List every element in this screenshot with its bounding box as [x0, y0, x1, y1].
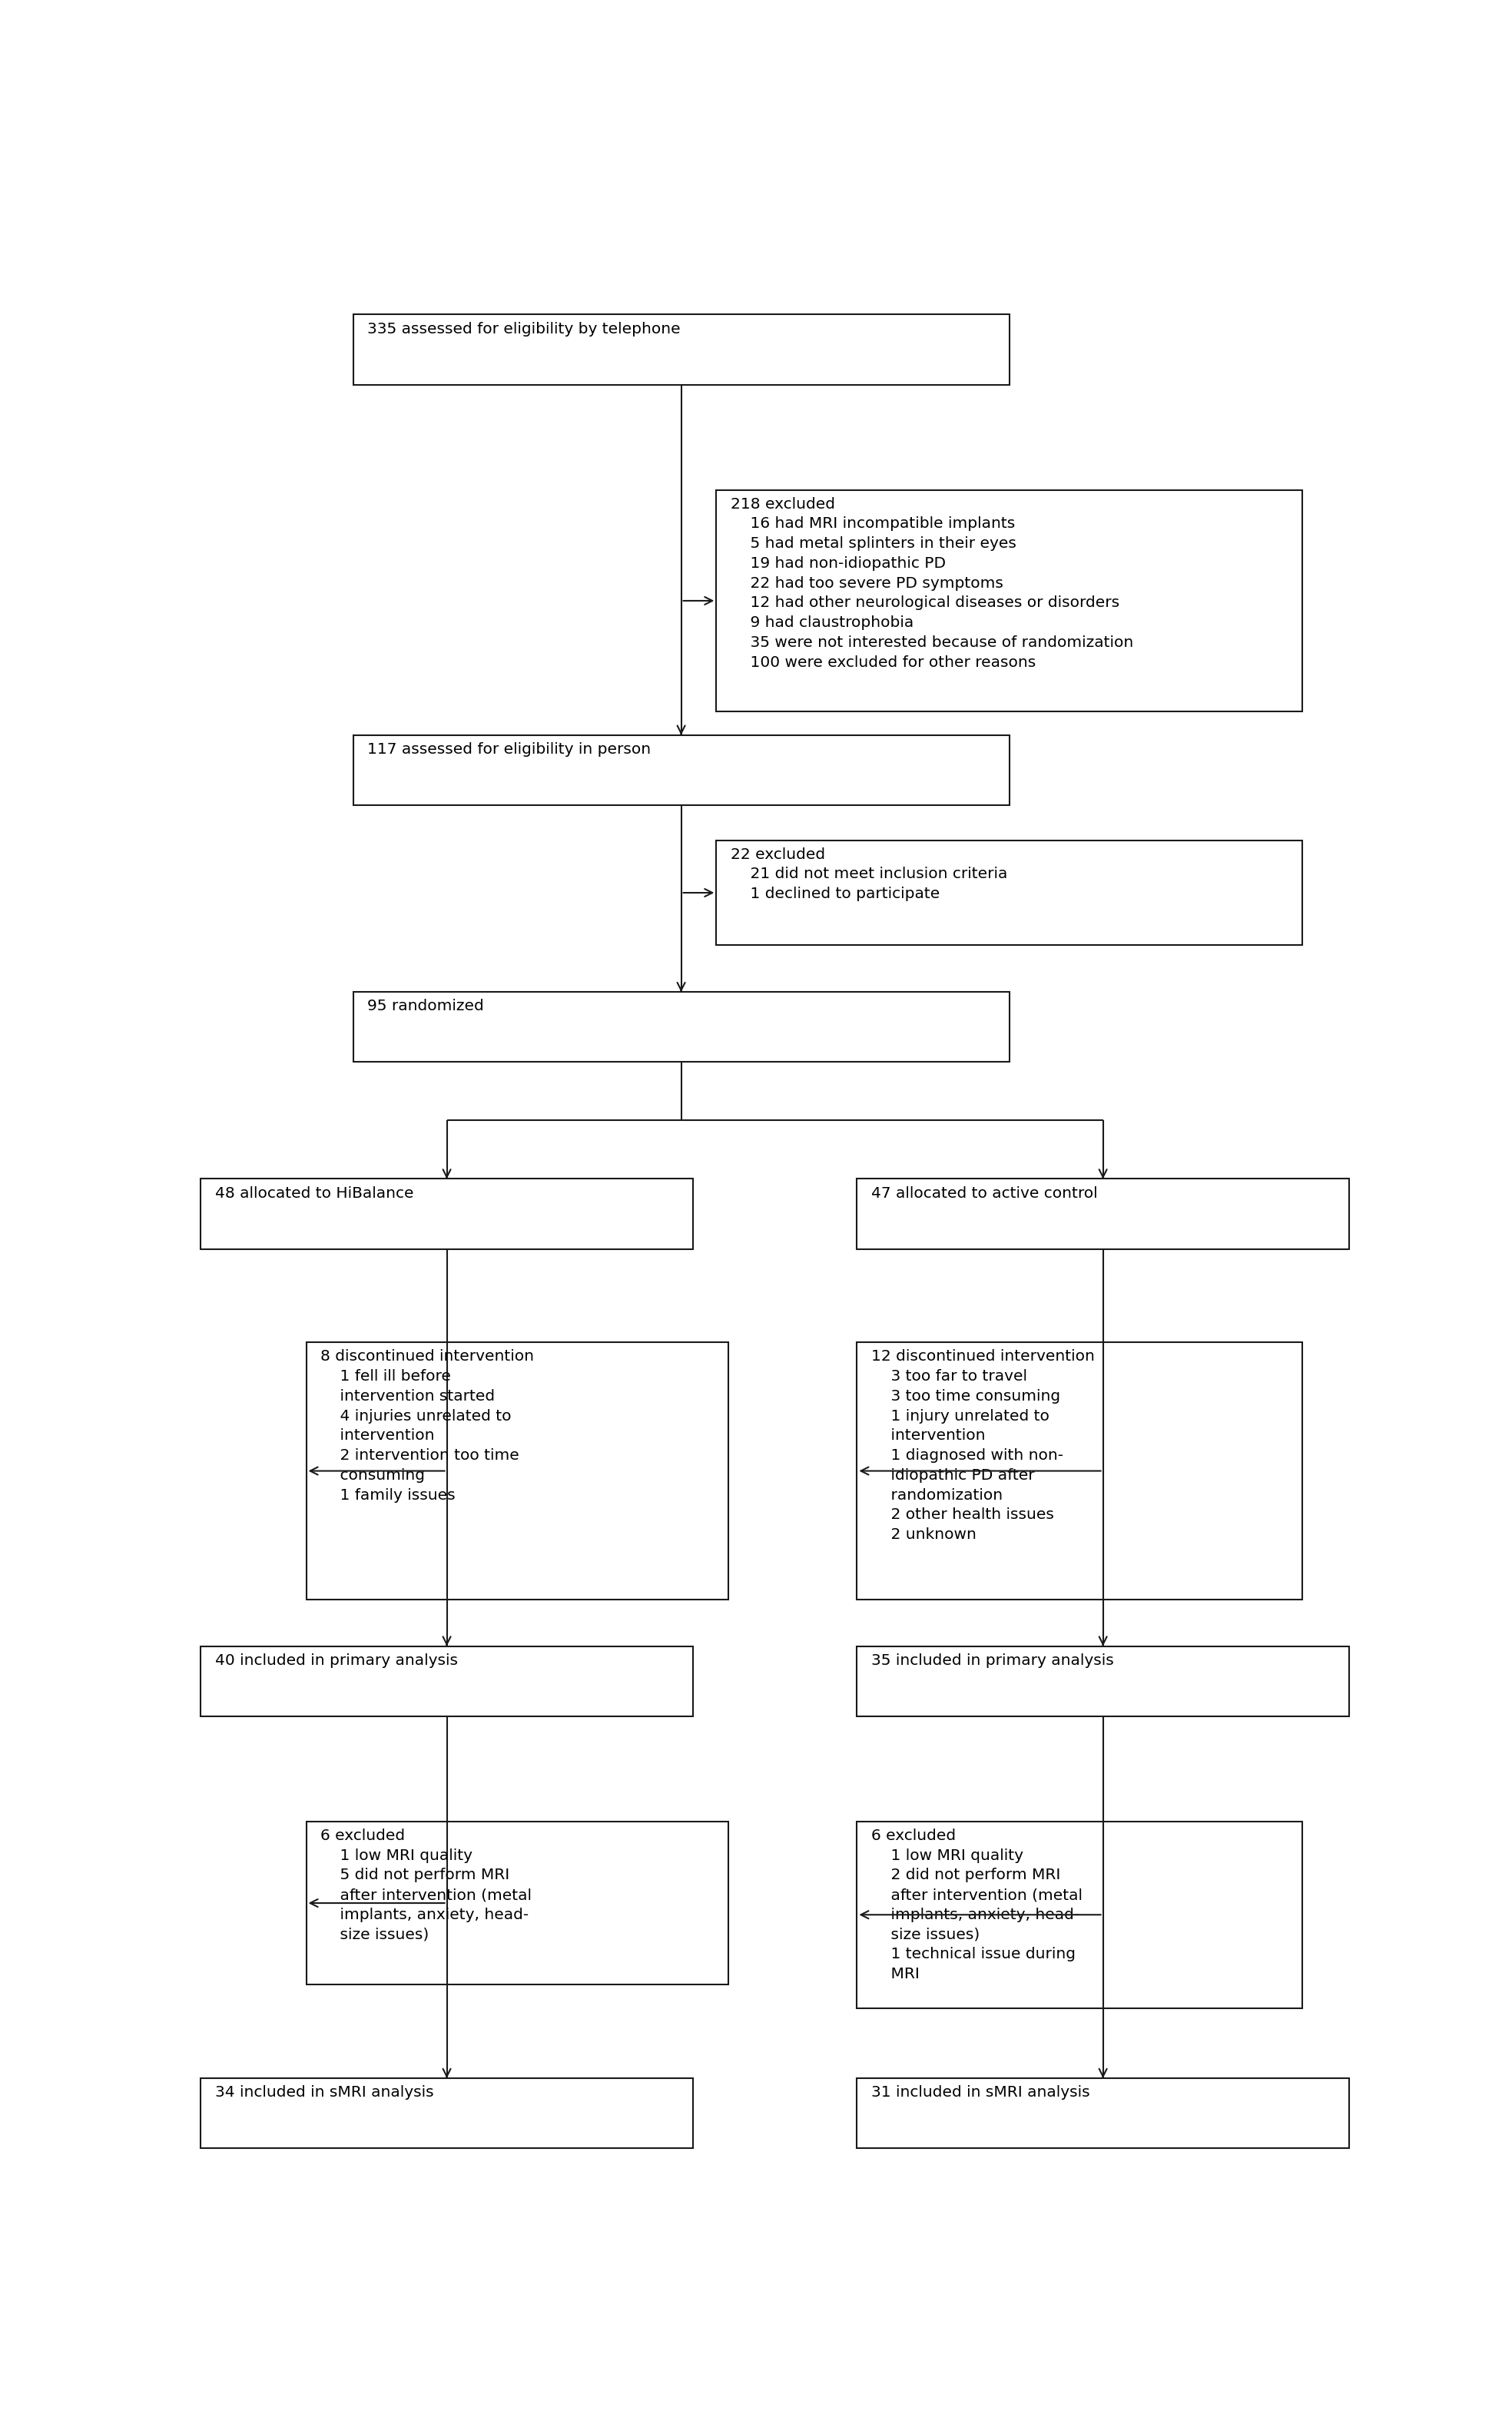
- Text: 34 included in sMRI analysis: 34 included in sMRI analysis: [215, 2085, 434, 2099]
- Text: 48 allocated to HiBalance: 48 allocated to HiBalance: [215, 1187, 413, 1201]
- Text: 47 allocated to active control: 47 allocated to active control: [871, 1187, 1098, 1201]
- Text: 218 excluded
    16 had MRI incompatible implants
    5 had metal splinters in t: 218 excluded 16 had MRI incompatible imp…: [730, 498, 1132, 670]
- Bar: [857, 1342, 1302, 1599]
- Text: 31 included in sMRI analysis: 31 included in sMRI analysis: [871, 2085, 1090, 2099]
- Bar: [201, 2078, 692, 2148]
- Text: 117 assessed for eligibility in person: 117 assessed for eligibility in person: [367, 743, 650, 757]
- Text: 6 excluded
    1 low MRI quality
    5 did not perform MRI
    after interventio: 6 excluded 1 low MRI quality 5 did not p…: [321, 1828, 532, 1942]
- Bar: [857, 1180, 1349, 1250]
- Bar: [305, 1342, 729, 1599]
- Bar: [717, 490, 1302, 711]
- Bar: [354, 993, 1010, 1063]
- Text: 40 included in primary analysis: 40 included in primary analysis: [215, 1653, 458, 1667]
- Bar: [354, 316, 1010, 383]
- Bar: [201, 1646, 692, 1716]
- Bar: [305, 1820, 729, 1985]
- Text: 22 excluded
    21 did not meet inclusion criteria
    1 declined to participate: 22 excluded 21 did not meet inclusion cr…: [730, 847, 1007, 900]
- Text: 6 excluded
    1 low MRI quality
    2 did not perform MRI
    after interventio: 6 excluded 1 low MRI quality 2 did not p…: [871, 1828, 1083, 1980]
- Bar: [201, 1180, 692, 1250]
- Bar: [857, 1820, 1302, 2007]
- Text: 12 discontinued intervention
    3 too far to travel
    3 too time consuming
  : 12 discontinued intervention 3 too far t…: [871, 1349, 1095, 1541]
- Text: 95 randomized: 95 randomized: [367, 1000, 484, 1014]
- Bar: [857, 2078, 1349, 2148]
- Text: 335 assessed for eligibility by telephone: 335 assessed for eligibility by telephon…: [367, 323, 680, 337]
- Bar: [857, 1646, 1349, 1716]
- Text: 8 discontinued intervention
    1 fell ill before
    intervention started
    4: 8 discontinued intervention 1 fell ill b…: [321, 1349, 534, 1502]
- Bar: [717, 840, 1302, 944]
- Text: 35 included in primary analysis: 35 included in primary analysis: [871, 1653, 1113, 1667]
- Bar: [354, 735, 1010, 806]
